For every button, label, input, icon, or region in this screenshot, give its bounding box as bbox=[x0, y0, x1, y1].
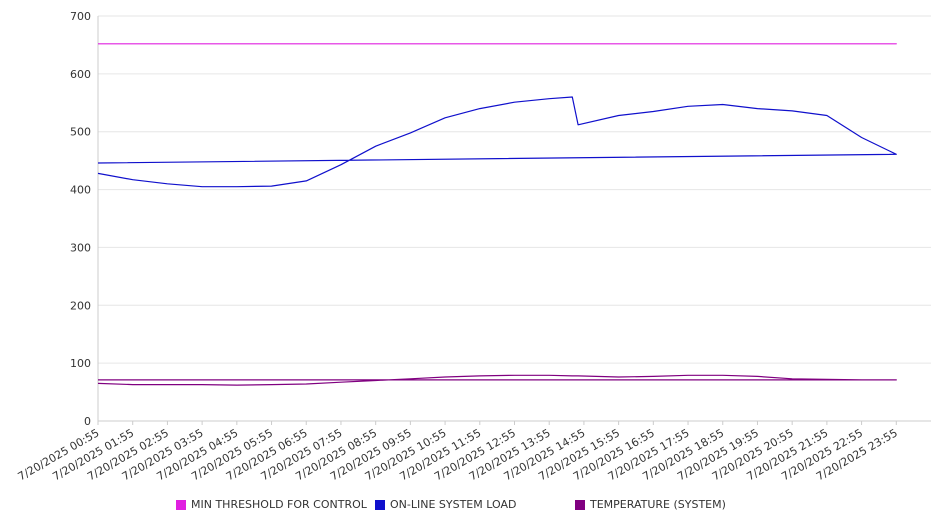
y-tick-label: 500 bbox=[70, 126, 91, 139]
series-line-2[interactable] bbox=[97, 374, 897, 386]
y-tick-labels: 0 100 200 300 400 500 600 700 bbox=[70, 10, 91, 428]
grid bbox=[98, 15, 931, 364]
y-tick-label: 200 bbox=[70, 299, 91, 312]
y-tick-label: 400 bbox=[70, 184, 91, 197]
legend-label: ON-LINE SYSTEM LOAD bbox=[390, 498, 517, 511]
legend-item-min-threshold[interactable]: MIN THRESHOLD FOR CONTROL bbox=[176, 498, 367, 511]
y-tick-label: 700 bbox=[70, 10, 91, 23]
x-tick-labels: 7/20/2025 00:557/20/2025 01:557/20/2025 … bbox=[16, 426, 900, 483]
series-lines bbox=[97, 43, 897, 386]
series-line-1[interactable] bbox=[97, 96, 897, 188]
axes bbox=[97, 16, 931, 425]
legend-swatch bbox=[375, 499, 385, 510]
y-tick-label: 600 bbox=[70, 68, 91, 81]
legend-item-system-load[interactable]: ON-LINE SYSTEM LOAD bbox=[375, 498, 516, 511]
y-tick-label: 300 bbox=[70, 241, 91, 254]
legend-swatch bbox=[575, 499, 585, 510]
y-tick-label: 100 bbox=[70, 357, 91, 370]
y-tick-label: 0 bbox=[84, 415, 91, 428]
legend-label: MIN THRESHOLD FOR CONTROL bbox=[191, 498, 367, 511]
legend: MIN THRESHOLD FOR CONTROL ON-LINE SYSTEM… bbox=[0, 498, 946, 514]
legend-item-temperature[interactable]: TEMPERATURE (SYSTEM) bbox=[575, 498, 726, 511]
legend-label: TEMPERATURE (SYSTEM) bbox=[590, 498, 726, 511]
legend-swatch bbox=[176, 499, 186, 510]
